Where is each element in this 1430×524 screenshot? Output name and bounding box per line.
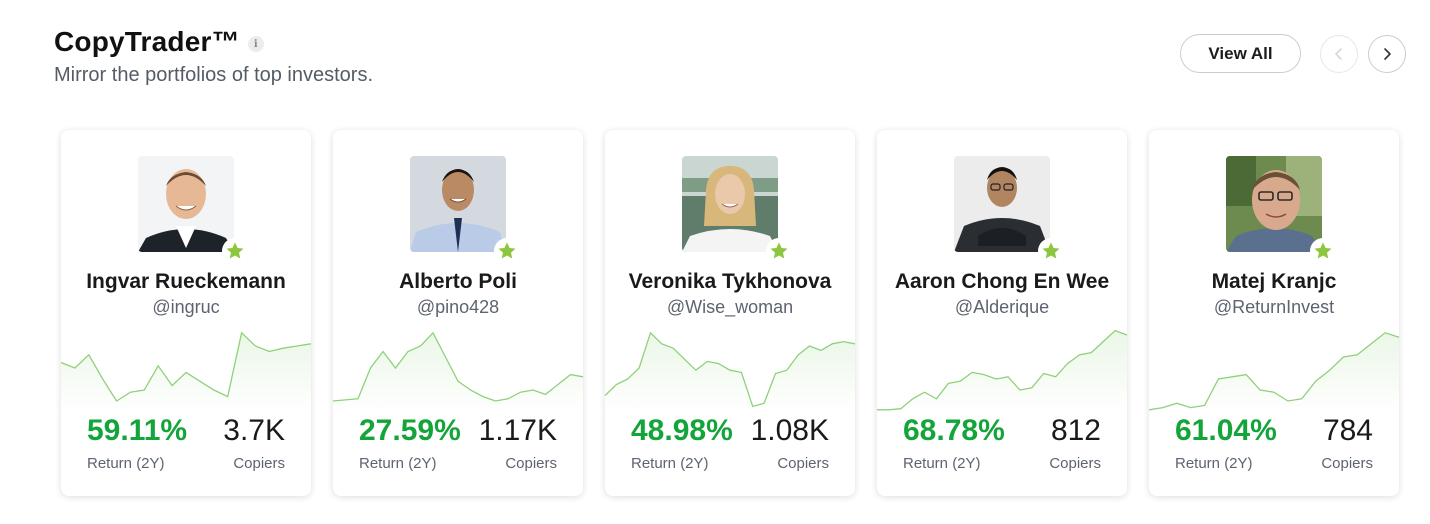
next-button[interactable]: [1368, 34, 1406, 73]
popular-investor-badge: [766, 238, 792, 264]
popular-investor-badge: [1310, 238, 1336, 264]
investor-cards: Ingvar Rueckemann @ingruc 59.11% Return …: [61, 130, 1399, 496]
avatar: [410, 156, 506, 252]
copiers-value: 812: [1050, 414, 1101, 447]
return-value: 48.98%: [631, 414, 733, 447]
section-title: CopyTrader™: [54, 26, 240, 57]
copiers-value: 1.17K: [478, 414, 557, 447]
investor-handle: @Wise_woman: [666, 297, 794, 317]
copiers-label: Copiers: [505, 455, 557, 472]
investor-card[interactable]: Alberto Poli @pino428 27.59% Return (2Y)…: [333, 130, 583, 496]
investor-handle: @Alderique: [954, 297, 1050, 317]
carousel-controls: View All: [1180, 34, 1406, 73]
performance-sparkline: [605, 331, 855, 414]
investor-name: Matej Kranjc: [1211, 270, 1337, 293]
investor-name: Veronika Tykhonova: [628, 270, 832, 293]
return-value: 59.11%: [87, 414, 188, 447]
return-value: 68.78%: [903, 414, 1005, 447]
return-value: 27.59%: [359, 414, 461, 447]
investor-name: Alberto Poli: [399, 270, 517, 293]
return-label: Return (2Y): [1175, 455, 1253, 472]
star-icon: [770, 242, 788, 259]
performance-sparkline: [877, 329, 1127, 414]
sparkline-line: [333, 331, 583, 402]
performance-sparkline: [333, 331, 583, 414]
avatar: [682, 156, 778, 252]
sparkline-area: [333, 332, 583, 414]
performance-sparkline: [1149, 332, 1399, 414]
investor-handle: @ingruc: [152, 297, 220, 317]
popular-investor-badge: [222, 238, 248, 264]
investor-card[interactable]: Aaron Chong En Wee @Alderique 68.78% Ret…: [877, 130, 1127, 496]
previous-button[interactable]: [1320, 34, 1358, 73]
investor-handle: @pino428: [416, 297, 500, 317]
investor-card[interactable]: Ingvar Rueckemann @ingruc 59.11% Return …: [61, 130, 311, 496]
info-icon[interactable]: i: [247, 36, 264, 52]
sparkline-area: [877, 330, 1127, 414]
return-label: Return (2Y): [903, 455, 981, 472]
copiers-value: 1.08K: [750, 414, 829, 447]
section-subtitle: Mirror the portfolios of top investors.: [54, 64, 374, 86]
chevron-left-icon: [1335, 47, 1342, 60]
sparkline-line: [605, 331, 855, 408]
investor-card[interactable]: Veronika Tykhonova @Wise_woman 48.98% Re…: [605, 130, 855, 496]
view-all-button[interactable]: View All: [1180, 34, 1301, 73]
chevron-right-icon: [1384, 47, 1391, 60]
avatar: [954, 156, 1050, 252]
investor-handle: @ReturnInvest: [1213, 297, 1335, 317]
copiers-label: Copiers: [233, 455, 285, 472]
sparkline-line: [1149, 332, 1399, 411]
copiers-value: 3.7K: [223, 414, 285, 447]
sparkline-line: [61, 331, 311, 402]
sparkline-area: [1149, 332, 1399, 414]
sparkline-area: [605, 332, 855, 414]
avatar: [138, 156, 234, 252]
star-icon: [226, 242, 244, 259]
star-icon: [1314, 242, 1332, 259]
popular-investor-badge: [494, 238, 520, 264]
popular-investor-badge: [1038, 238, 1064, 264]
return-label: Return (2Y): [631, 455, 709, 472]
investor-name: Aaron Chong En Wee: [894, 270, 1110, 293]
avatar: [1226, 156, 1322, 252]
section-header: CopyTrader™ i Mirror the portfolios of t…: [54, 24, 373, 88]
star-icon: [1042, 242, 1060, 259]
copiers-label: Copiers: [777, 455, 829, 472]
sparkline-area: [61, 332, 311, 414]
return-label: Return (2Y): [87, 455, 165, 472]
performance-sparkline: [61, 331, 311, 414]
investor-card[interactable]: Matej Kranjc @ReturnInvest 61.04% Return…: [1149, 130, 1399, 496]
copiers-label: Copiers: [1049, 455, 1101, 472]
star-icon: [498, 242, 516, 259]
investor-name: Ingvar Rueckemann: [86, 270, 286, 293]
return-value: 61.04%: [1175, 414, 1277, 447]
sparkline-line: [877, 329, 1127, 411]
copiers-value: 784: [1322, 414, 1373, 447]
copiers-label: Copiers: [1321, 455, 1373, 472]
return-label: Return (2Y): [359, 455, 437, 472]
